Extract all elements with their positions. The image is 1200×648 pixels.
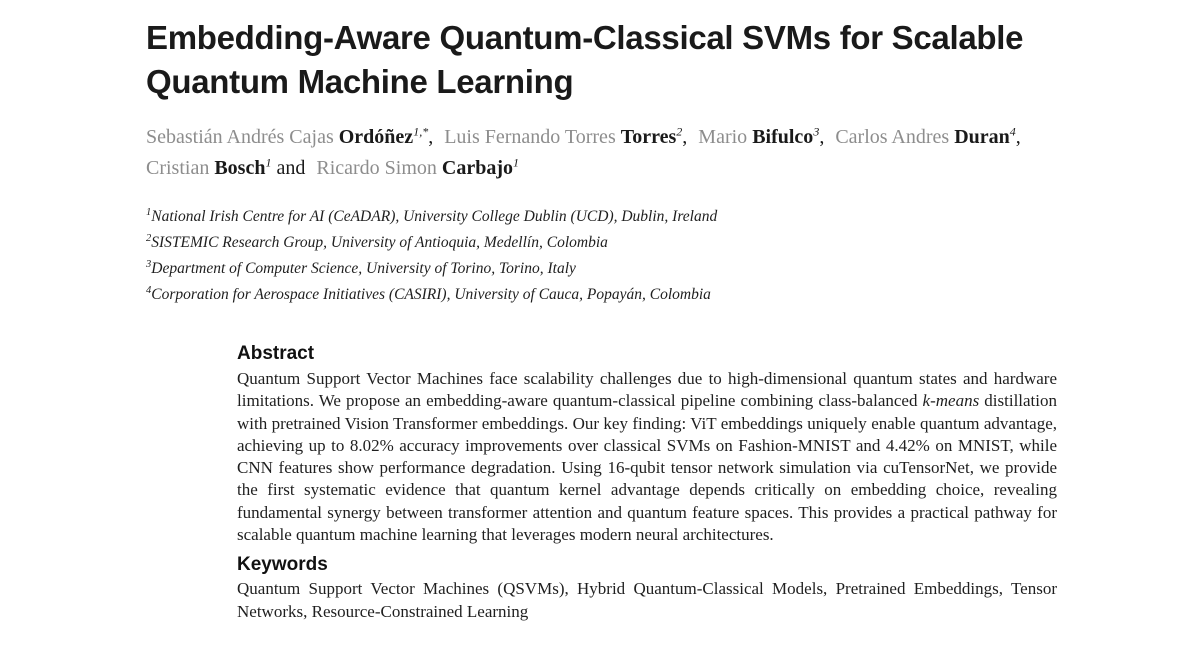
affiliation-text: SISTEMIC Research Group, University of A… [151,234,608,251]
author-separator: , [682,126,688,148]
abstract-section: Abstract Quantum Support Vector Machines… [237,342,1057,546]
affiliation-line: 1National Irish Centre for AI (CeADAR), … [146,204,1057,230]
author-separator: , [1015,126,1021,148]
affiliation-superscript: 1 [146,206,152,218]
author-superscript: 2 [676,124,683,139]
author-separator: , [819,126,825,148]
author: Ricardo Simon Carbajo1 [316,155,525,179]
author-superscript: 1 [513,155,520,170]
abstract-heading: Abstract [237,343,315,364]
abstract-part1: Quantum Support Vector Machines face sca… [237,369,1057,411]
author: Cristian Bosch1 and [146,155,311,179]
author-superscript: 4 [1009,124,1016,139]
affiliation-text: National Irish Centre for AI (CeADAR), U… [151,208,718,225]
author: Sebastián Andrés Cajas Ordóñez1,*, [146,124,439,148]
author: Luis Fernando Torres Torres2, [444,124,693,148]
authors-line: Sebastián Andrés Cajas Ordóñez1,*, Luis … [146,122,1057,184]
author-given: Ricardo Simon [316,157,437,179]
author-given: Carlos Andres [835,126,950,148]
abstract-text: Quantum Support Vector Machines face sca… [237,368,1057,546]
abstract-italic-term: k-means [922,391,980,411]
keywords-heading: Keywords [237,554,328,576]
author-superscript: 1 [265,155,272,170]
author-given: Mario [698,126,748,148]
affiliation-superscript: 2 [146,232,152,244]
author: Mario Bifulco3, [698,124,830,148]
author-separator: and [271,157,306,179]
author-family: Duran [954,126,1010,148]
author-family: Bosch [214,157,266,179]
affiliation-superscript: 4 [146,284,152,296]
author-given: Sebastián Andrés Cajas [146,126,334,148]
affiliation-superscript: 3 [146,258,152,270]
paper-title: Embedding-Aware Quantum-Classical SVMs f… [146,19,1024,100]
paper-content: Embedding-Aware Quantum-Classical SVMs f… [146,16,1057,623]
affiliation-line: 3Department of Computer Science, Univers… [146,256,1057,282]
author-family: Ordóñez [338,126,414,148]
author-given: Cristian [146,157,210,179]
author: Carlos Andres Duran4, [835,124,1026,148]
author-family: Carbajo [441,157,514,179]
author-separator: , [428,126,434,148]
affiliation-text: Department of Computer Science, Universi… [151,260,576,277]
keywords-text: Quantum Support Vector Machines (QSVMs),… [237,579,1057,621]
affiliation-text: Corporation for Aerospace Initiatives (C… [151,286,711,303]
affiliation-line: 2SISTEMIC Research Group, University of … [146,230,1057,256]
author-given: Luis Fernando Torres [444,126,616,148]
abstract-part2: distillation with pretrained Vision Tran… [237,391,1058,545]
author-family: Bifulco [752,126,814,148]
keywords-section: Keywords Quantum Support Vector Machines… [237,554,1057,623]
author-family: Torres [620,126,677,148]
affiliation-line: 4Corporation for Aerospace Initiatives (… [146,282,1057,308]
author-superscript: 1,* [413,124,429,139]
affiliations: 1National Irish Centre for AI (CeADAR), … [146,204,1057,308]
author-superscript: 3 [813,124,820,139]
